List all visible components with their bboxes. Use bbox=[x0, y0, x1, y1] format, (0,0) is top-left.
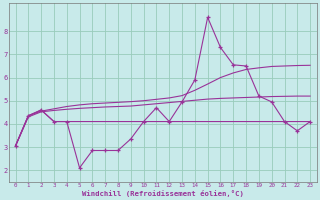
X-axis label: Windchill (Refroidissement éolien,°C): Windchill (Refroidissement éolien,°C) bbox=[82, 190, 244, 197]
